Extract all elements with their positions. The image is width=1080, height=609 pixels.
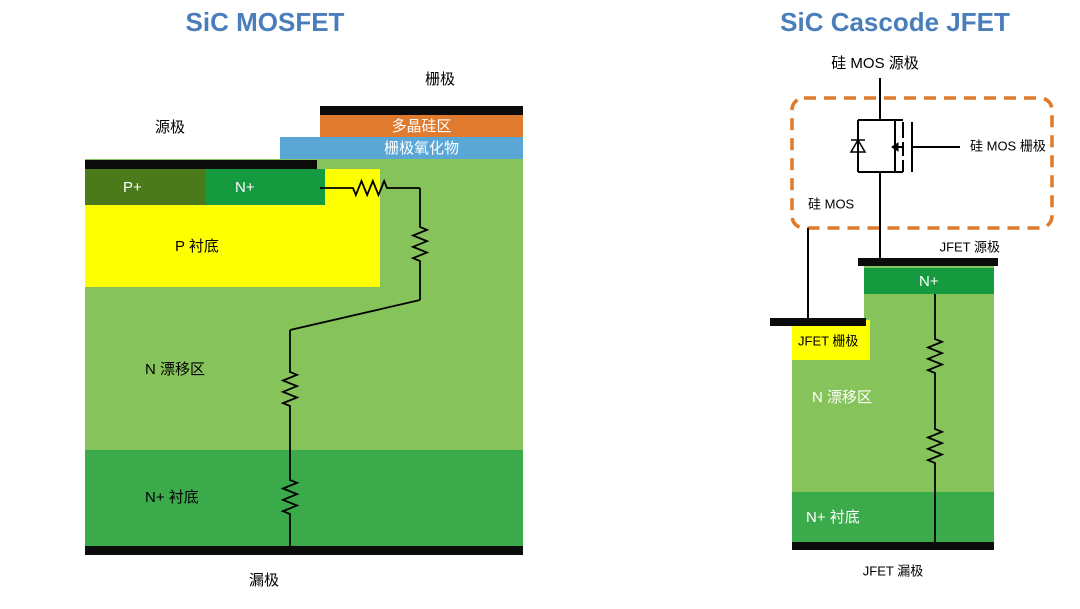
svg-text:N 漂移区: N 漂移区 xyxy=(812,389,872,406)
svg-text:硅 MOS: 硅 MOS xyxy=(808,196,855,211)
svg-text:栅极: 栅极 xyxy=(425,71,455,88)
svg-text:JFET 栅极: JFET 栅极 xyxy=(798,333,858,348)
svg-text:N 漂移区: N 漂移区 xyxy=(145,361,205,378)
svg-text:N+ 衬底: N+ 衬底 xyxy=(806,509,860,526)
mosfet-nplus xyxy=(205,169,325,205)
svg-text:硅 MOS 栅极: 硅 MOS 栅极 xyxy=(970,138,1046,153)
svg-text:N+: N+ xyxy=(919,273,939,290)
svg-text:SiC MOSFET: SiC MOSFET xyxy=(186,7,345,37)
svg-text:SiC Cascode JFET: SiC Cascode JFET xyxy=(780,7,1010,37)
mosfet-source-electrode xyxy=(85,160,317,169)
svg-text:源极: 源极 xyxy=(155,119,185,136)
mosfet-gate-electrode xyxy=(320,106,523,115)
svg-text:多晶硅区: 多晶硅区 xyxy=(391,118,451,135)
svg-text:漏极: 漏极 xyxy=(249,572,279,589)
mosfet-pplus xyxy=(85,169,205,205)
svg-text:JFET 漏极: JFET 漏极 xyxy=(863,563,923,578)
svg-text:JFET 源极: JFET 源极 xyxy=(940,239,1000,254)
jfet-source-electrode xyxy=(858,258,998,266)
svg-text:硅 MOS 源极: 硅 MOS 源极 xyxy=(831,55,919,72)
jfet-gate-electrode xyxy=(770,318,866,326)
svg-text:N+ 衬底: N+ 衬底 xyxy=(145,489,199,506)
svg-text:P+: P+ xyxy=(123,179,142,196)
svg-text:N+: N+ xyxy=(235,179,255,196)
svg-text:P 衬底: P 衬底 xyxy=(175,238,219,255)
mosfet-drain-electrode xyxy=(85,546,523,555)
svg-text:栅极氧化物: 栅极氧化物 xyxy=(384,140,459,157)
jfet-drain-electrode xyxy=(792,542,994,550)
